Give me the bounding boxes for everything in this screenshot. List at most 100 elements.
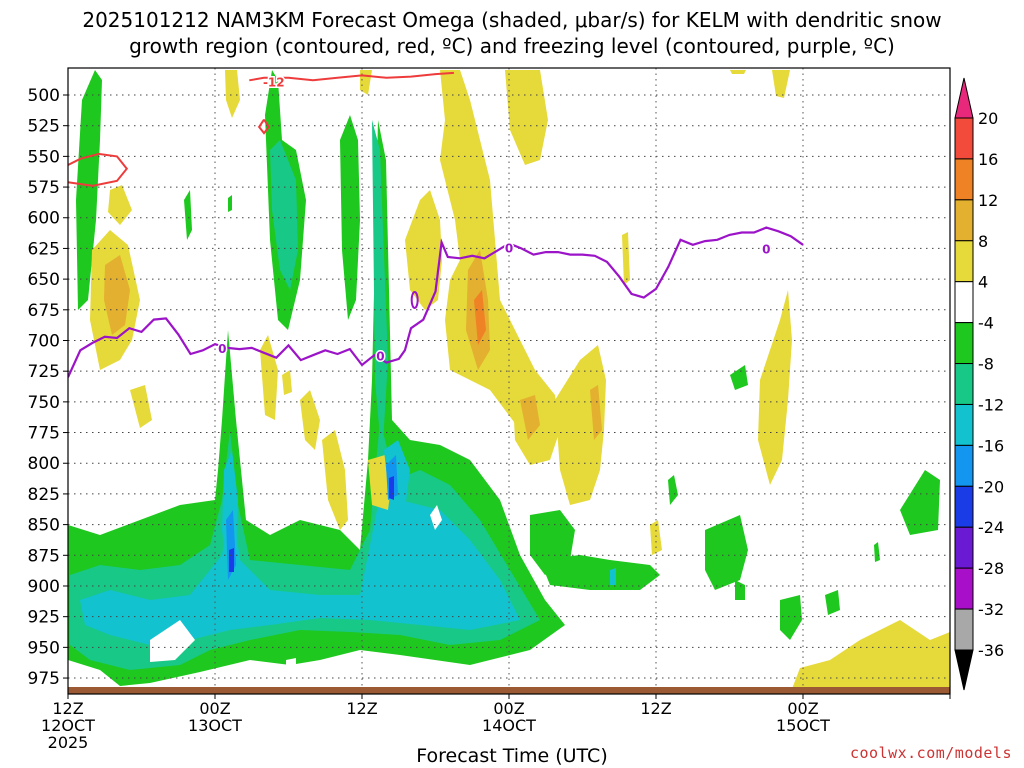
omega-shade-green-patch-10 <box>874 542 880 562</box>
chart-title-line-1: 2025101212 NAM3KM Forecast Omega (shaded… <box>82 8 942 32</box>
colorbar-tick-label: 16 <box>978 150 998 169</box>
y-tick-label: 525 <box>28 117 60 137</box>
omega-shade-green-patch-7 <box>735 580 745 600</box>
x-tick-label: 12Z <box>640 699 671 718</box>
omega-shade-darkblue-core-1 <box>229 548 234 572</box>
credit-text[interactable]: coolwx.com/models <box>849 744 1012 762</box>
omega-shade-green-patch-3 <box>705 515 748 590</box>
x-tick-label: 00Z <box>493 699 524 718</box>
omega-shade-yellow-6 <box>300 390 320 450</box>
colorbar-tick-label: -24 <box>978 518 1004 537</box>
x-axis-title: Forecast Time (UTC) <box>416 745 608 767</box>
colorbar-bin <box>954 526 974 569</box>
y-tick-label: 900 <box>28 577 60 597</box>
y-tick-label: 825 <box>28 485 60 505</box>
omega-shade-yellow-21 <box>790 620 950 694</box>
omega-shade-green-streak-1 <box>76 70 102 310</box>
colorbar-bin <box>954 158 974 201</box>
colorbar-tick-label: -20 <box>978 477 1004 496</box>
omega-shading <box>68 70 950 694</box>
omega-shade-orange-3 <box>520 395 540 440</box>
omega-shade-yellow-5 <box>260 335 278 420</box>
y-tick-label: 950 <box>28 638 60 658</box>
y-tick-label: 625 <box>28 239 60 259</box>
contour-lines: 0 0 0 0 -12 <box>68 71 804 378</box>
omega-shade-yellow-7 <box>322 430 348 530</box>
colorbar-bin <box>954 403 974 446</box>
colorbar-bin <box>954 322 974 365</box>
x-tick-label: 15OCT <box>776 716 830 735</box>
x-tick-label: 12Z <box>346 699 377 718</box>
omega-shade-yellow-17 <box>650 520 662 555</box>
y-tick-label: 775 <box>28 424 60 444</box>
colorbar-bin <box>954 444 974 487</box>
colorbar-tick-label: -12 <box>978 395 1004 414</box>
colorbar-tick-label: -16 <box>978 436 1004 455</box>
omega-shade-yellow-4 <box>225 70 240 118</box>
y-axis: 500 525 550 575 600 625 650 675 700 725 750 775 800 8… <box>28 86 68 689</box>
y-tick-label: 850 <box>28 516 60 536</box>
colorbar-tick-label: -32 <box>978 600 1004 619</box>
dgz-contour-label: -12 <box>263 76 285 90</box>
omega-shade-teal-streak-2 <box>372 120 388 460</box>
colorbar-bin <box>954 485 974 528</box>
omega-shade-gap-3 <box>430 505 442 530</box>
colorbar-tick-label: -28 <box>978 559 1004 578</box>
y-tick-label: 675 <box>28 301 60 321</box>
omega-shade-gap-2 <box>68 660 125 694</box>
omega-shade-green-patch-2 <box>540 555 660 590</box>
x-tick-label: 2025 <box>48 733 89 752</box>
omega-shade-yellow-19 <box>772 70 790 98</box>
colorbar-bin <box>954 240 974 283</box>
dgz-contour <box>68 152 129 187</box>
colorbar-tick-label: -4 <box>978 314 994 333</box>
dgz-contour <box>257 119 271 135</box>
y-tick-label: 925 <box>28 608 60 628</box>
omega-shade-yellow-15 <box>368 455 392 510</box>
freezing-level-contour <box>68 226 804 378</box>
colorbar-bin <box>954 199 974 242</box>
colorbar-tick-label: -8 <box>978 355 994 374</box>
x-tick-label: 12OCT <box>41 716 95 735</box>
omega-shade-gap-4 <box>286 658 296 668</box>
colorbar-top-triangle <box>954 77 974 119</box>
omega-shade-orange-5 <box>474 290 486 345</box>
omega-shade-yellow-20 <box>730 70 746 74</box>
freezing-level-label: 0 <box>762 243 770 257</box>
colorbar-tick-label: 8 <box>978 232 988 251</box>
y-tick-label: 800 <box>28 454 60 474</box>
x-tick-label: 13OCT <box>188 716 242 735</box>
omega-shade-green-patch-6 <box>780 595 802 640</box>
colorbar-bottom-triangle <box>954 649 974 691</box>
colorbar-bin <box>954 363 974 405</box>
omega-shade-teal-patch-1 <box>280 190 292 230</box>
omega-shade-darkblue-core-2 <box>389 476 394 500</box>
colorbar-tick-label: 12 <box>978 191 998 210</box>
y-tick-label: 575 <box>28 178 60 198</box>
omega-shade-green-patch-5 <box>900 470 940 535</box>
y-tick-label: 600 <box>28 209 60 229</box>
freezing-level-label: 0 <box>376 349 384 363</box>
omega-shade-yellow-9 <box>440 70 545 440</box>
chart-title-line-2: growth region (contoured, red, ºC) and f… <box>129 34 895 58</box>
y-tick-label: 650 <box>28 270 60 290</box>
omega-shade-green-patch-4 <box>730 365 748 390</box>
colorbar-bin <box>954 117 974 160</box>
x-tick-label: 00Z <box>787 699 818 718</box>
omega-shade-yellow-10 <box>405 190 442 310</box>
omega-shade-green-patch-8 <box>668 475 678 505</box>
x-tick-label: 14OCT <box>482 716 536 735</box>
omega-shade-yellow-11 <box>505 70 548 165</box>
colorbar-bin <box>954 567 974 610</box>
omega-shade-gap-1 <box>150 620 195 662</box>
omega-shade-green-streak-4 <box>184 190 192 240</box>
ground-surface-bar <box>68 687 950 694</box>
colorbar: 20 16 12 8 4 -4 -8 -12 -16 -20 -24 -28 -32 -36 <box>954 77 1004 691</box>
omega-shade-yellow-2 <box>108 185 132 225</box>
omega-shade-yellow-18 <box>758 290 792 485</box>
colorbar-tick-label: 20 <box>978 109 998 128</box>
colorbar-tick-label: -36 <box>978 641 1004 660</box>
omega-shade-yellow-14 <box>555 345 606 505</box>
